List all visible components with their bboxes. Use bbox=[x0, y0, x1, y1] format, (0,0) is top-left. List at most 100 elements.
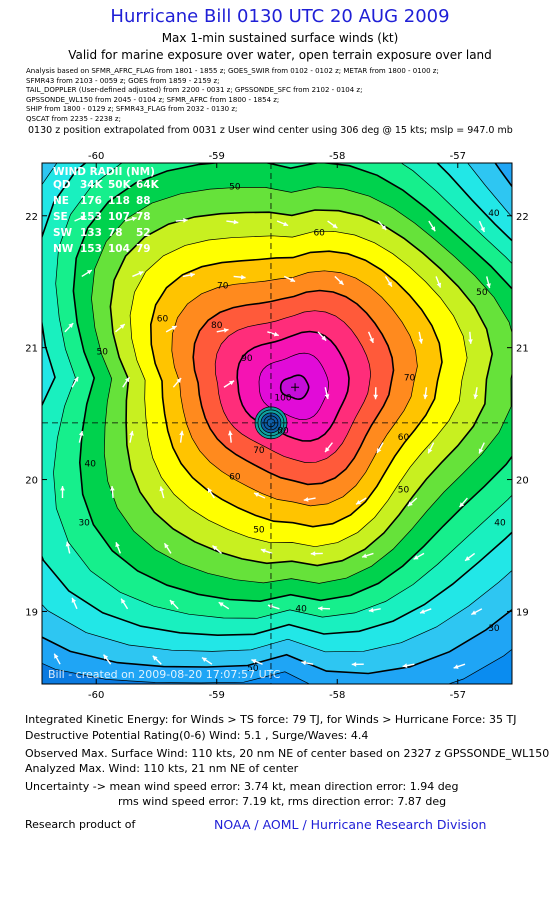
wind-vector-arrow bbox=[428, 220, 436, 232]
wind-vector-arrow bbox=[407, 497, 418, 507]
contour-label: 40 bbox=[488, 209, 500, 219]
wind-vector-arrow bbox=[115, 541, 121, 554]
wind-vector-arrow bbox=[163, 542, 172, 554]
wind-radii-cell: 133 bbox=[80, 227, 102, 239]
wind-vector-arrow bbox=[152, 655, 162, 665]
wind-vector-arrow bbox=[324, 442, 333, 453]
contour-label: 40 bbox=[84, 459, 96, 469]
y-tick-label-left: 22 bbox=[25, 212, 38, 223]
wind-vector-arrow bbox=[74, 215, 86, 222]
wind-vector-arrow bbox=[226, 219, 239, 225]
dpr-text: Destructive Potential Rating(0-6) Wind: … bbox=[25, 729, 369, 742]
wind-vector-arrow bbox=[413, 552, 425, 560]
wind-vector-arrow bbox=[468, 331, 473, 344]
wind-radii-cell: 107 bbox=[108, 211, 130, 223]
wind-vector-arrow bbox=[377, 220, 387, 231]
wind-vector-arrow bbox=[169, 599, 179, 610]
wind-vector-arrow bbox=[303, 497, 316, 502]
wind-vector-arrow bbox=[159, 486, 165, 499]
contour-label: 50 bbox=[398, 486, 410, 496]
wind-vector-arrow bbox=[361, 552, 374, 559]
wind-radii-header-cell: 50K bbox=[108, 179, 132, 191]
wind-vector-arrow bbox=[227, 430, 233, 443]
wind-radii-cell: 104 bbox=[108, 243, 130, 255]
analysis-line: TAIL_DOPPLER (User-defined adjusted) fro… bbox=[26, 86, 363, 95]
max-wind-marker bbox=[291, 383, 300, 392]
y-tick-label-right: 19 bbox=[516, 607, 529, 618]
contour-label: 40 bbox=[295, 604, 307, 614]
wind-radii-header-cell: 34K bbox=[80, 179, 104, 191]
wind-vector-arrow bbox=[233, 274, 246, 280]
y-tick-label-left: 21 bbox=[25, 344, 38, 355]
wind-vector-arrow bbox=[478, 442, 485, 454]
wind-radii-cell: 118 bbox=[108, 195, 130, 207]
creation-watermark: Bill - created on 2009-08-20 17:07:57 UT… bbox=[48, 668, 281, 681]
wind-vector-arrow bbox=[120, 598, 129, 610]
contour-label: 30 bbox=[488, 624, 500, 634]
analysis-sources: Analysis based on SFMR_AFRC_FLAG from 18… bbox=[26, 67, 439, 125]
contour-label: 50 bbox=[97, 347, 109, 357]
chart-title: Hurricane Bill 0130 UTC 20 AUG 2009 bbox=[110, 6, 450, 27]
y-tick-label-right: 20 bbox=[516, 476, 529, 487]
noaa-link[interactable]: NOAA / AOML / Hurricane Research Divisio… bbox=[214, 817, 487, 832]
wind-vector-arrow bbox=[212, 545, 223, 554]
y-tick-label-right: 22 bbox=[516, 212, 529, 223]
contour-label: 90 bbox=[241, 354, 253, 364]
wind-radii-cell: 52 bbox=[136, 227, 151, 239]
wind-vector-arrow bbox=[267, 604, 280, 610]
wind-vector-arrow bbox=[283, 275, 296, 283]
wind-vector-arrow bbox=[351, 661, 364, 667]
wind-vector-arrow bbox=[60, 486, 65, 499]
analysis-line: SFMR43 from 2103 - 0059 z; GOES from 185… bbox=[26, 76, 220, 85]
wind-radii-cell: 79 bbox=[136, 243, 151, 255]
x-tick-label-top: -60 bbox=[88, 151, 104, 162]
wind-vector-arrow bbox=[470, 608, 483, 616]
analysis-line: GPSSONDE_WL150 from 2045 - 0104 z; SFMR_… bbox=[26, 95, 280, 104]
wind-vector-arrow bbox=[207, 487, 215, 499]
wind-vector-arrow bbox=[368, 607, 381, 613]
wind-radii-cell: 88 bbox=[136, 195, 151, 207]
contour-label: 80 bbox=[211, 321, 223, 331]
wind-vector-arrow bbox=[423, 387, 428, 400]
analysis-line: Analysis based on SFMR_AFRC_FLAG from 18… bbox=[26, 67, 439, 75]
wind-vector-arrow bbox=[373, 387, 379, 400]
wind-vector-arrow bbox=[175, 217, 188, 223]
contour-label: 30 bbox=[78, 519, 90, 529]
wind-vector-arrow bbox=[103, 654, 112, 665]
wind-vector-arrow bbox=[251, 659, 263, 665]
wind-radii-cell: 78 bbox=[136, 211, 151, 223]
uncertainty-rms-text: rms wind speed error: 7.19 kt, rms direc… bbox=[118, 795, 447, 808]
contour-label: 40 bbox=[494, 519, 506, 529]
contour-label: 60 bbox=[157, 314, 169, 324]
wind-vector-arrow bbox=[129, 430, 134, 443]
y-tick-label-left: 20 bbox=[25, 476, 38, 487]
wind-vector-arrow bbox=[71, 376, 79, 388]
wind-vector-arrow bbox=[459, 497, 468, 508]
wind-vector-arrow bbox=[201, 656, 213, 665]
wind-vector-arrow bbox=[384, 276, 393, 287]
wind-radii-header-cell: QD bbox=[53, 179, 71, 191]
wind-vector-arrow bbox=[115, 323, 126, 333]
wind-vector-arrow bbox=[478, 220, 485, 233]
wind-vector-arrow bbox=[253, 492, 266, 499]
contour-label: 80 bbox=[277, 426, 289, 436]
wind-vector-arrow bbox=[267, 331, 279, 337]
wind-radii-title: WIND RADII (NM) bbox=[53, 166, 155, 178]
wind-vector-arrow bbox=[317, 331, 327, 342]
overlays: WIND RADII (NM)QD 34K 50K 64K NE 176 118 88 SE 15… bbox=[48, 166, 281, 681]
wind-vector-arrow bbox=[172, 377, 182, 388]
plot-frame bbox=[41, 162, 513, 685]
chart-subtitle-1: Max 1-min sustained surface winds (kt) bbox=[161, 31, 399, 45]
analysis-line: QSCAT from 2235 - 2238 z; bbox=[26, 114, 121, 123]
wind-vector-arrow bbox=[223, 380, 235, 388]
x-tick-label-top: -58 bbox=[329, 151, 345, 162]
y-tick-label-left: 19 bbox=[25, 607, 38, 618]
x-tick-label-bottom: -59 bbox=[209, 690, 225, 700]
wind-vector-arrow bbox=[71, 597, 78, 610]
research-product-label: Research product of bbox=[25, 818, 136, 831]
contour-label: 50 bbox=[253, 525, 265, 535]
wind-vector-arrow bbox=[218, 601, 230, 610]
wind-vector-arrow bbox=[81, 269, 93, 278]
wind-field-chart: 40 50 60 70 80 90 100 60 50 40 30 50 70 60 50 40 30 40 50 6… bbox=[25, 151, 529, 700]
wind-vector-arrow bbox=[53, 653, 61, 665]
